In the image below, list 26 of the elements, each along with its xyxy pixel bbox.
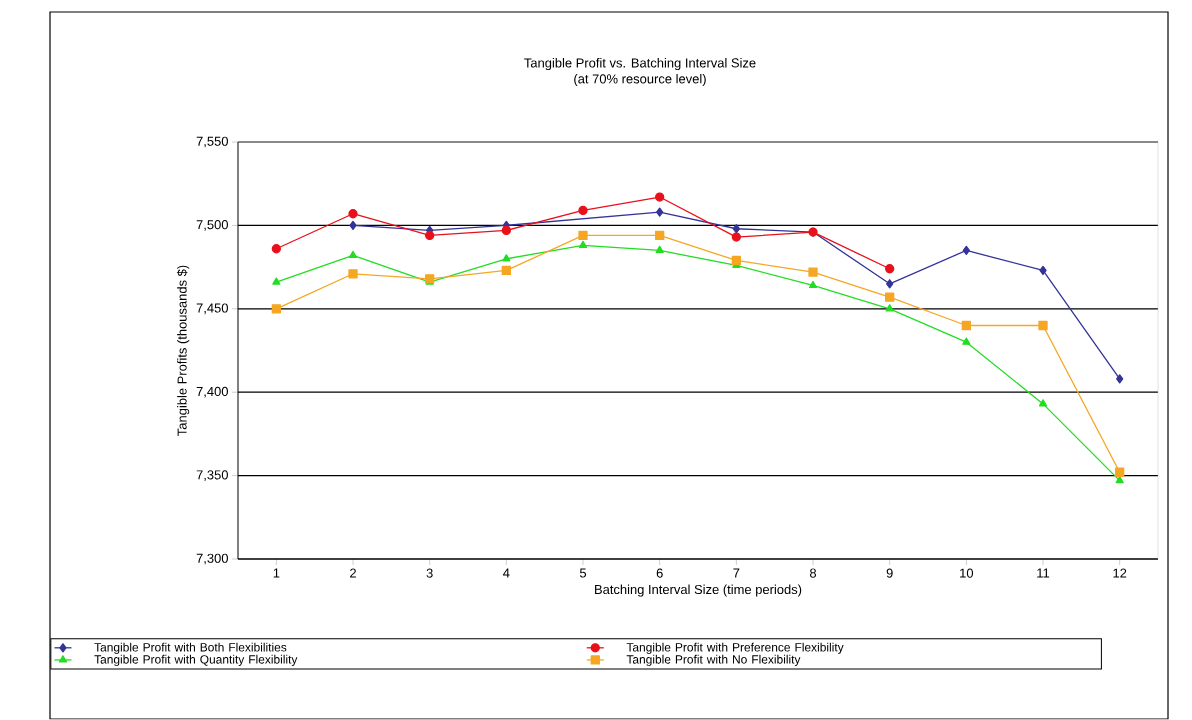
y-axis-title: Tangible Profits (thousands $) xyxy=(176,265,190,437)
y-tick-label: 7,350 xyxy=(196,470,228,482)
x-tick-label: 10 xyxy=(960,568,974,578)
y-tick-label: 7,500 xyxy=(196,220,228,231)
y-tick-label: 7,450 xyxy=(196,303,228,315)
x-tick-label: 3 xyxy=(426,568,433,578)
legend-label: Tangible Profit with Quantity Flexibility xyxy=(94,655,298,667)
x-tick-label: 7 xyxy=(733,568,740,578)
legend-label: Tangible Profit with Both Flexibilities xyxy=(94,642,287,655)
x-tick-label: 12 xyxy=(1113,568,1127,578)
legend-label: Tangible Profit with No Flexibility xyxy=(626,655,801,667)
y-tick-label: 7,550 xyxy=(196,136,228,148)
chart-title: Tangible Profit vs. Batching Interval Size xyxy=(524,58,756,71)
x-tick-label: 4 xyxy=(503,568,510,578)
y-tick-label: 7,400 xyxy=(196,387,228,398)
x-tick-label: 6 xyxy=(656,568,663,578)
x-tick-label: 8 xyxy=(809,568,817,578)
x-tick-label: 5 xyxy=(579,568,587,578)
x-tick-label: 1 xyxy=(273,568,280,578)
x-tick-label: 9 xyxy=(886,568,893,578)
x-tick-label: 2 xyxy=(350,568,356,578)
x-tick-label: 11 xyxy=(1037,568,1050,578)
legend-label: Tangible Profit with Preference Flexibility xyxy=(626,642,844,655)
x-axis-title: Batching Interval Size (time periods) xyxy=(595,584,802,597)
y-tick-label: 7,300 xyxy=(196,553,228,565)
chart-subtitle: (at 70% resource level) xyxy=(574,74,706,87)
